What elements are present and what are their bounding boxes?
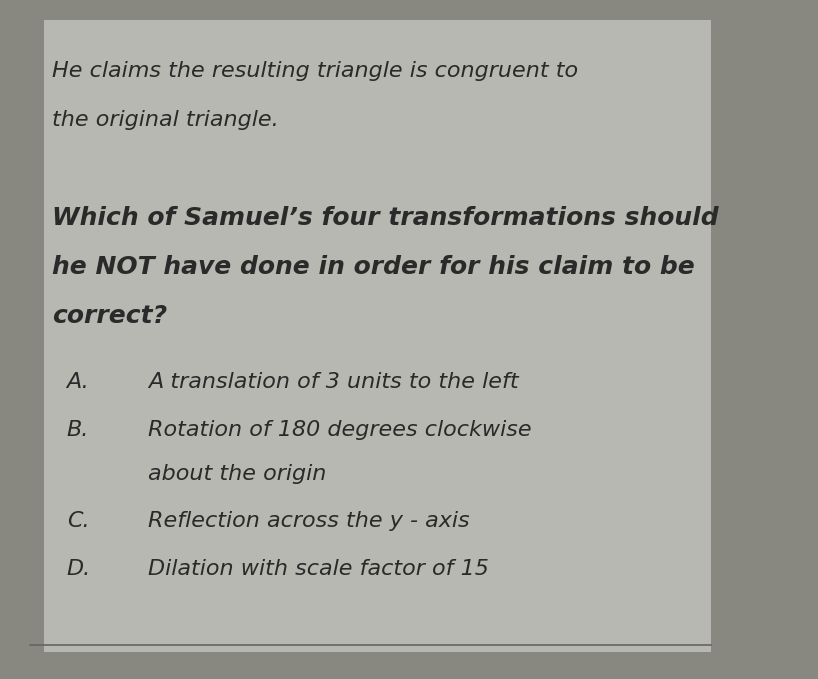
- Text: the original triangle.: the original triangle.: [52, 110, 279, 130]
- Text: Reflection across the y - axis: Reflection across the y - axis: [148, 511, 470, 531]
- FancyBboxPatch shape: [44, 20, 712, 652]
- Text: He claims the resulting triangle is congruent to: He claims the resulting triangle is cong…: [52, 61, 578, 81]
- Text: A translation of 3 units to the left: A translation of 3 units to the left: [148, 372, 519, 392]
- Text: D.: D.: [67, 559, 91, 579]
- Text: A.: A.: [67, 372, 89, 392]
- Text: Rotation of 180 degrees clockwise: Rotation of 180 degrees clockwise: [148, 420, 532, 439]
- Text: Dilation with scale factor of 15: Dilation with scale factor of 15: [148, 559, 489, 579]
- Text: B.: B.: [67, 420, 89, 439]
- Text: he NOT have done in order for his claim to be: he NOT have done in order for his claim …: [52, 255, 694, 279]
- Text: about the origin: about the origin: [148, 464, 326, 483]
- Text: Which of Samuel’s four transformations should: Which of Samuel’s four transformations s…: [52, 206, 718, 230]
- Text: correct?: correct?: [52, 304, 167, 328]
- Text: C.: C.: [67, 511, 89, 531]
